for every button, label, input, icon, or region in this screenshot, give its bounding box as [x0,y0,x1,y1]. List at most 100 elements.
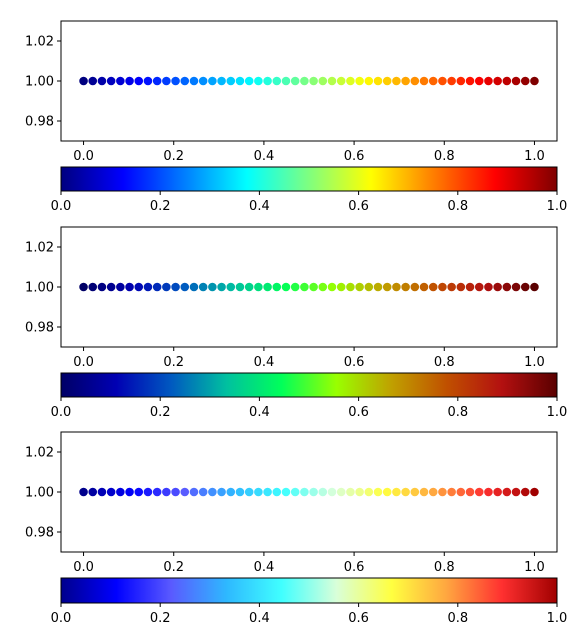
scatter-point [392,76,401,86]
x-tick-label: 0.4 [254,560,275,575]
scatter-point [263,487,272,497]
scatter-point [346,76,355,86]
colorbar-tick-label: 1.0 [547,199,568,214]
scatter-point [208,487,217,497]
scatter-point [134,487,144,497]
scatter-point [281,76,291,86]
x-tick-label: 0.8 [434,560,455,575]
scatter-point [152,76,162,86]
panel-2: 0.0 0.2 0.4 0.6 0.8 1.0 0.98 1.00 1.02 0.0 0.2 0.4 0… [25,226,567,420]
scatter-point [162,76,171,86]
scatter-point [171,76,180,86]
scatter-point [162,282,171,292]
scatter-point [244,76,254,86]
scatter-point [116,76,125,86]
scatter-point [125,487,134,497]
scatter-point [484,282,493,292]
scatter-point [300,487,309,497]
scatter-point [189,282,199,292]
scatter-point [493,76,502,86]
scatter-point [355,76,364,86]
scatter-point [447,487,456,497]
y-tick-label: 1.02 [25,35,54,50]
colorbar-tick-label: 0.2 [150,199,171,214]
scatter-point [143,487,153,497]
scatter-point [364,76,374,86]
scatter-point [502,282,512,292]
scatter-point [309,76,318,86]
x-tick-label: 0.4 [254,149,275,164]
scatter-point [465,282,475,292]
scatter-point [456,76,466,86]
x-tick-label: 1.0 [524,355,545,370]
x-tick-label: 0.4 [254,355,275,370]
scatter-point [318,487,328,497]
scatter-point [180,76,190,86]
scatter-point [327,282,337,292]
scatter-point [97,487,107,497]
scatter-point [336,282,346,292]
scatter-point [355,282,364,292]
x-tick-label: 0.6 [344,149,365,164]
scatter-point [428,282,438,292]
scatter-point [88,76,98,86]
scatter-point [254,282,263,292]
scatter-point [226,76,236,86]
scatter-point [502,487,512,497]
y-tick-label: 0.98 [25,321,54,336]
scatter-point [97,76,107,86]
scatter-point [355,487,364,497]
scatter-point [392,282,401,292]
scatter-point [401,487,410,497]
scatter-point [309,487,318,497]
scatter-point [290,282,300,292]
panel-3: 0.0 0.2 0.4 0.6 0.8 1.0 0.98 1.00 1.02 0.0 0.2 0.4 0… [25,431,567,626]
scatter-point [318,76,328,86]
scatter-point [373,487,383,497]
scatter-point [428,487,438,497]
x-tick-label: 0.0 [73,355,94,370]
colorbar-tick-label: 0.6 [348,405,369,420]
scatter-point [79,487,88,497]
scatter-point [465,487,475,497]
scatter-point [134,76,144,86]
scatter-point [152,487,162,497]
x-tick-label: 0.2 [163,355,184,370]
panel-1: 0.0 0.2 0.4 0.6 0.8 1.0 0.98 1.00 1.02 0.0 0.2 0.4 0… [25,20,568,214]
scatter-point [125,282,134,292]
scatter-point [106,282,116,292]
y-tick-label: 1.00 [25,281,54,296]
scatter-point [217,76,226,86]
scatter-point [180,282,190,292]
colorbar-tick-label: 0.4 [249,405,270,420]
scatter-point [373,76,383,86]
scatter-point [235,76,245,86]
scatter-point [447,76,456,86]
scatter-point [474,76,484,86]
scatter-point [346,487,355,497]
scatter-point [263,76,272,86]
scatter-point [281,487,291,497]
scatter-point [198,282,208,292]
scatter-point [152,282,162,292]
scatter-point [254,487,263,497]
scatter-point [254,76,263,86]
colorbar-tick-label: 0.8 [447,199,468,214]
scatter-point [493,282,502,292]
scatter-point [217,282,226,292]
scatter-point [520,487,530,497]
colorbar-tick-label: 0.6 [348,199,369,214]
scatter-point [244,282,254,292]
scatter-point [226,487,236,497]
scatter-point [456,487,466,497]
scatter-point [392,487,401,497]
scatter-point [410,76,420,86]
colorbar-tick-label: 0.8 [447,405,468,420]
scatter-point [493,487,502,497]
scatter-point [438,487,447,497]
scatter-point [410,487,420,497]
scatter-point [336,487,346,497]
colorbar [60,577,558,604]
scatter-point [79,76,88,86]
x-tick-label: 0.6 [344,355,365,370]
